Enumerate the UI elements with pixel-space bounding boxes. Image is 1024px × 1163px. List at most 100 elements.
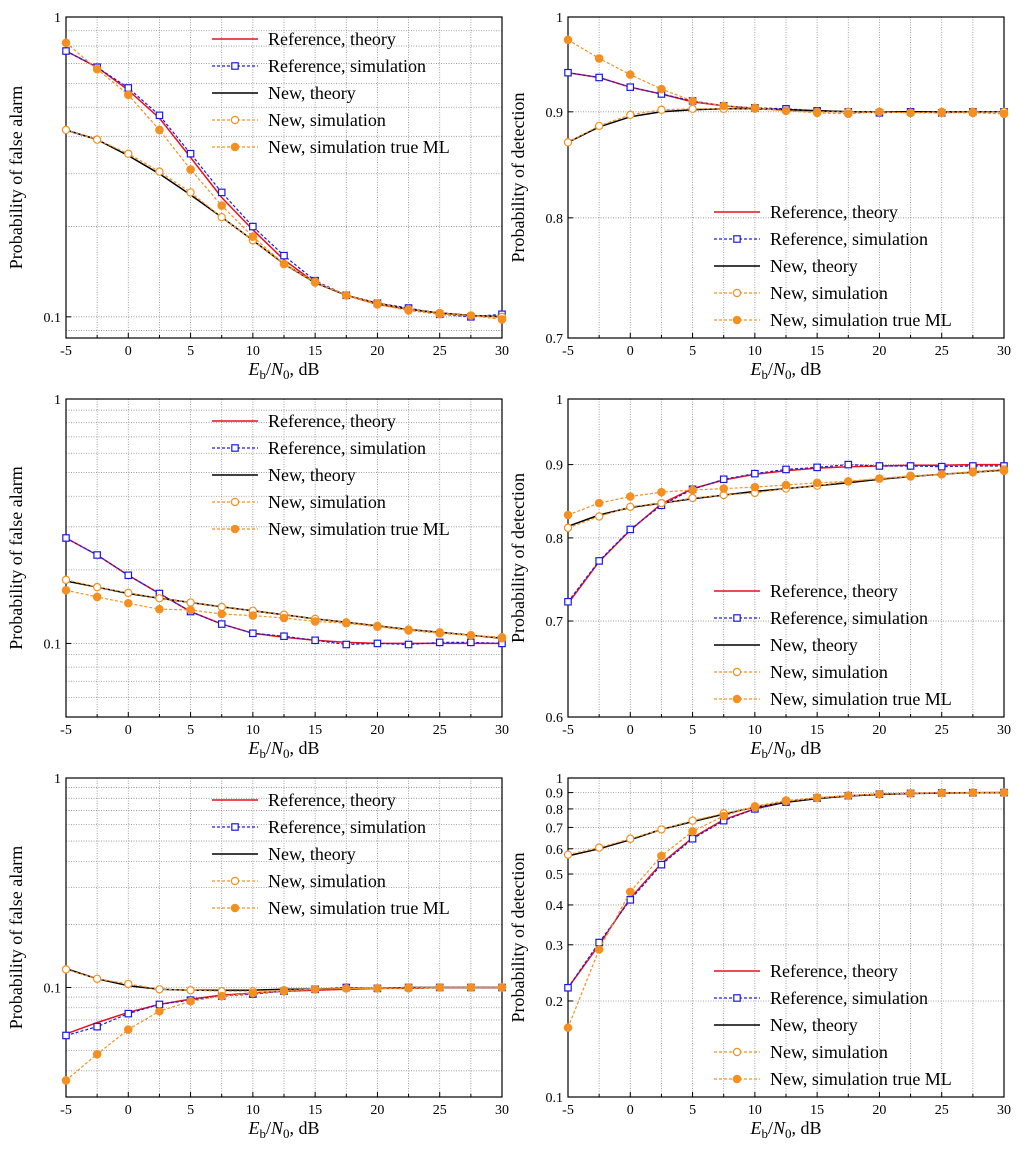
- legend-marker: [733, 235, 741, 243]
- data-point: [124, 588, 133, 598]
- x-tick-label: 25: [935, 723, 949, 738]
- data-point: [563, 850, 573, 859]
- data-point: [688, 827, 697, 836]
- y-tick-label: 0.7: [546, 615, 564, 630]
- data-point: [92, 592, 102, 602]
- legend-label: Reference, theory: [268, 29, 396, 49]
- data-point: [373, 984, 382, 993]
- data-point: [466, 983, 476, 992]
- y-tick-label: 1: [54, 772, 61, 787]
- y-tick-label: 0.7: [546, 332, 564, 347]
- data-point: [435, 629, 445, 638]
- x-tick-label: 10: [748, 723, 762, 738]
- data-point: [186, 188, 195, 197]
- x-tick-label: 20: [370, 344, 384, 359]
- x-tick-label: 5: [187, 723, 194, 738]
- data-point: [594, 54, 604, 63]
- data-point: [750, 802, 760, 811]
- legend-marker: [732, 667, 742, 677]
- data-point: [93, 551, 101, 559]
- y-tick-label: 0.1: [44, 637, 62, 652]
- data-point: [875, 462, 884, 470]
- data-point: [812, 108, 822, 118]
- data-point: [61, 125, 71, 135]
- data-point: [497, 983, 507, 992]
- data-point: [342, 640, 351, 649]
- data-point: [186, 598, 195, 607]
- data-point: [688, 104, 697, 114]
- y-tick-label: 0.3: [546, 939, 564, 954]
- data-point: [186, 996, 195, 1006]
- series-ref_sim: [62, 534, 506, 649]
- data-point: [123, 598, 133, 608]
- data-point: [93, 1022, 101, 1031]
- data-point: [61, 1076, 71, 1085]
- data-point: [657, 851, 666, 861]
- data-point: [626, 83, 635, 91]
- data-point: [751, 469, 759, 478]
- x-tick-label: -5: [562, 1103, 574, 1118]
- x-tick-label: 5: [689, 1103, 696, 1118]
- legend-marker: [230, 524, 240, 534]
- x-tick-label: 30: [495, 344, 509, 359]
- data-point: [843, 109, 853, 119]
- data-point: [92, 135, 102, 144]
- x-tick-label: 5: [689, 723, 696, 738]
- legend-marker: [230, 903, 240, 913]
- x-tick-label: 15: [308, 1103, 322, 1118]
- data-point: [626, 834, 635, 843]
- y-tick-label: 0.9: [546, 106, 564, 121]
- data-point: [595, 938, 603, 947]
- x-tick-label: 0: [627, 723, 634, 738]
- legend-label: New, theory: [268, 465, 356, 485]
- data-point: [563, 510, 573, 520]
- data-point: [124, 149, 133, 158]
- legend-marker: [230, 876, 240, 886]
- data-point: [155, 985, 164, 994]
- data-point: [404, 640, 413, 649]
- data-point: [92, 582, 102, 592]
- data-point: [217, 609, 227, 619]
- legend-label: New, theory: [268, 844, 356, 864]
- data-point: [217, 201, 227, 210]
- data-point: [217, 212, 226, 222]
- x-tick-label: 25: [935, 344, 949, 359]
- y-axis-label: Probability of detection: [508, 853, 528, 1023]
- data-point: [435, 638, 444, 647]
- legend-label: New, simulation: [268, 492, 386, 512]
- legend-label: New, theory: [770, 635, 858, 655]
- data-point: [92, 974, 102, 984]
- data-point: [906, 462, 915, 470]
- legend-label: New, theory: [268, 83, 356, 103]
- data-point: [341, 290, 351, 300]
- data-point: [875, 107, 884, 117]
- data-point: [875, 474, 884, 483]
- data-point: [906, 472, 915, 481]
- x-axis-label: Eb/N0, dB: [247, 359, 319, 382]
- data-point: [467, 638, 475, 647]
- y-tick-label: 0.4: [546, 899, 564, 914]
- data-point: [155, 1000, 164, 1009]
- legend-label: New, theory: [770, 1015, 858, 1035]
- series-line: [65, 986, 502, 1037]
- y-tick-label: 1: [556, 393, 563, 408]
- data-point: [186, 986, 195, 995]
- chart-panel-5: -5 0 5 10 15 20 25 30 1 0.1 Eb/N0, dB Probability o…: [6, 772, 509, 1141]
- data-point: [62, 534, 70, 542]
- x-tick-label: 25: [433, 723, 447, 738]
- data-point: [999, 466, 1009, 476]
- legend-marker: [230, 142, 240, 152]
- x-tick-label: 0: [125, 723, 132, 738]
- data-point: [186, 149, 195, 158]
- chart-panel-1: -5 0 5 10 15 20 25 30 1 0.1 Eb/N0, dB Probability o…: [6, 11, 509, 382]
- series-line: [567, 39, 1005, 115]
- data-point: [217, 620, 226, 628]
- data-point: [688, 834, 697, 843]
- x-tick-label: 20: [370, 723, 384, 738]
- data-point: [937, 108, 947, 118]
- legend-marker: [733, 994, 741, 1002]
- legend-marker: [732, 694, 742, 704]
- data-point: [906, 789, 915, 798]
- data-point: [937, 462, 946, 471]
